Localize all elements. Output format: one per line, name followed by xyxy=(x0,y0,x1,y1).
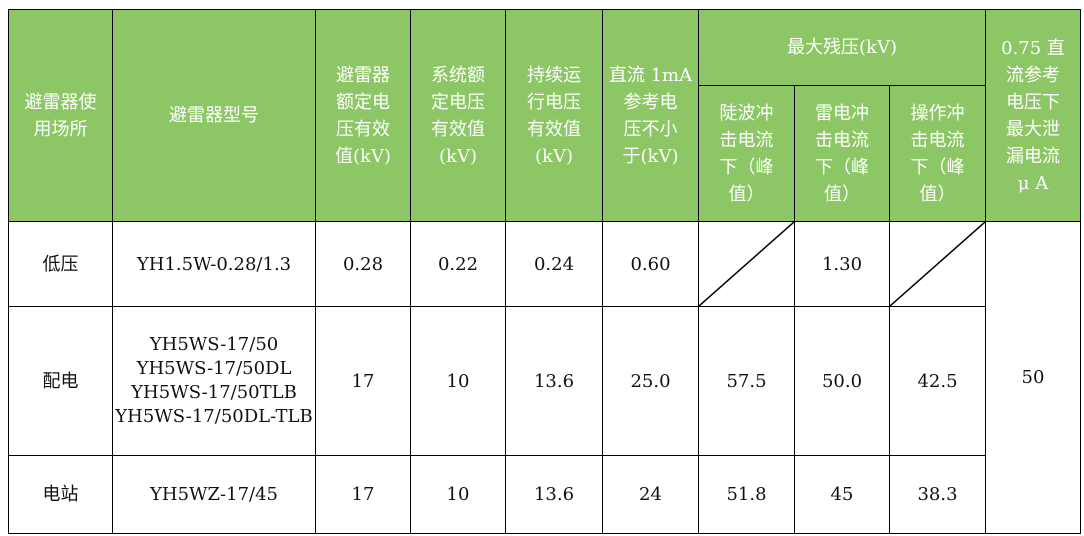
cell-continuous: 0.24 xyxy=(505,221,603,307)
header-steep-wave: 陡波冲 击电流 下（峰 值） xyxy=(698,85,795,222)
cell-steep-empty xyxy=(698,221,795,307)
header-rated-voltage: 避雷器 额定电 压有效 值(kV) xyxy=(315,9,411,222)
cell-location: 低压 xyxy=(8,221,113,307)
header-system-voltage: 系统额 定电压 有效值 (kV) xyxy=(410,9,506,222)
diagonal-line xyxy=(890,222,985,306)
cell-continuous: 13.6 xyxy=(505,455,603,534)
cell-switching-empty xyxy=(889,221,986,307)
header-switching: 操作冲 击电流 下（峰 值） xyxy=(889,85,986,222)
cell-lightning: 45 xyxy=(794,455,890,534)
cell-model: YH1.5W-0.28/1.3 xyxy=(112,221,316,307)
diagonal-line xyxy=(699,222,794,306)
header-leakage: 0.75 直 流参考 电压下 最大泄 漏电流 μ A xyxy=(985,9,1081,222)
header-max-residual: 最大残压(kV) xyxy=(698,9,986,86)
cell-rated: 17 xyxy=(315,455,411,534)
header-dc-ref-voltage: 直流 1mA 参考电 压不小 于(kV) xyxy=(602,9,699,222)
table-row: 配电 YH5WS-17/50 YH5WS-17/50DL YH5WS-17/50… xyxy=(8,306,1081,456)
cell-model: YH5WZ-17/45 xyxy=(112,455,316,534)
cell-location: 电站 xyxy=(8,455,113,534)
cell-system: 10 xyxy=(410,455,506,534)
cell-steep: 51.8 xyxy=(698,455,795,534)
header-location: 避雷器使 用场所 xyxy=(8,9,113,222)
cell-dc-ref: 25.0 xyxy=(602,306,699,456)
table-row: 低压 YH1.5W-0.28/1.3 0.28 0.22 0.24 0.60 1… xyxy=(8,221,1081,534)
cell-switching: 42.5 xyxy=(889,306,986,456)
cell-model: YH5WS-17/50 YH5WS-17/50DL YH5WS-17/50TLB… xyxy=(112,306,316,456)
cell-dc-ref: 0.60 xyxy=(602,221,699,307)
cell-dc-ref: 24 xyxy=(602,455,699,534)
cell-system: 0.22 xyxy=(410,221,506,307)
header-lightning: 雷电冲 击电流 下（峰 值） xyxy=(794,85,890,222)
cell-rated: 17 xyxy=(315,306,411,456)
cell-rated: 0.28 xyxy=(315,221,411,307)
table-row: 电站 YH5WZ-17/45 17 10 13.6 24 51.8 45 38.… xyxy=(8,455,1081,534)
cell-lightning: 1.30 xyxy=(794,221,890,307)
cell-switching: 38.3 xyxy=(889,455,986,534)
header-model: 避雷器型号 xyxy=(112,9,316,222)
cell-continuous: 13.6 xyxy=(505,306,603,456)
cell-leakage: 50 xyxy=(985,221,1081,534)
cell-system: 10 xyxy=(410,306,506,456)
arrester-table: 避雷器使 用场所 避雷器型号 避雷器 额定电 压有效 值(kV) 系统额 定电压… xyxy=(8,9,1081,534)
header-continuous-voltage: 持续运 行电压 有效值 (kV) xyxy=(505,9,603,222)
cell-location: 配电 xyxy=(8,306,113,456)
cell-lightning: 50.0 xyxy=(794,306,890,456)
cell-steep: 57.5 xyxy=(698,306,795,456)
